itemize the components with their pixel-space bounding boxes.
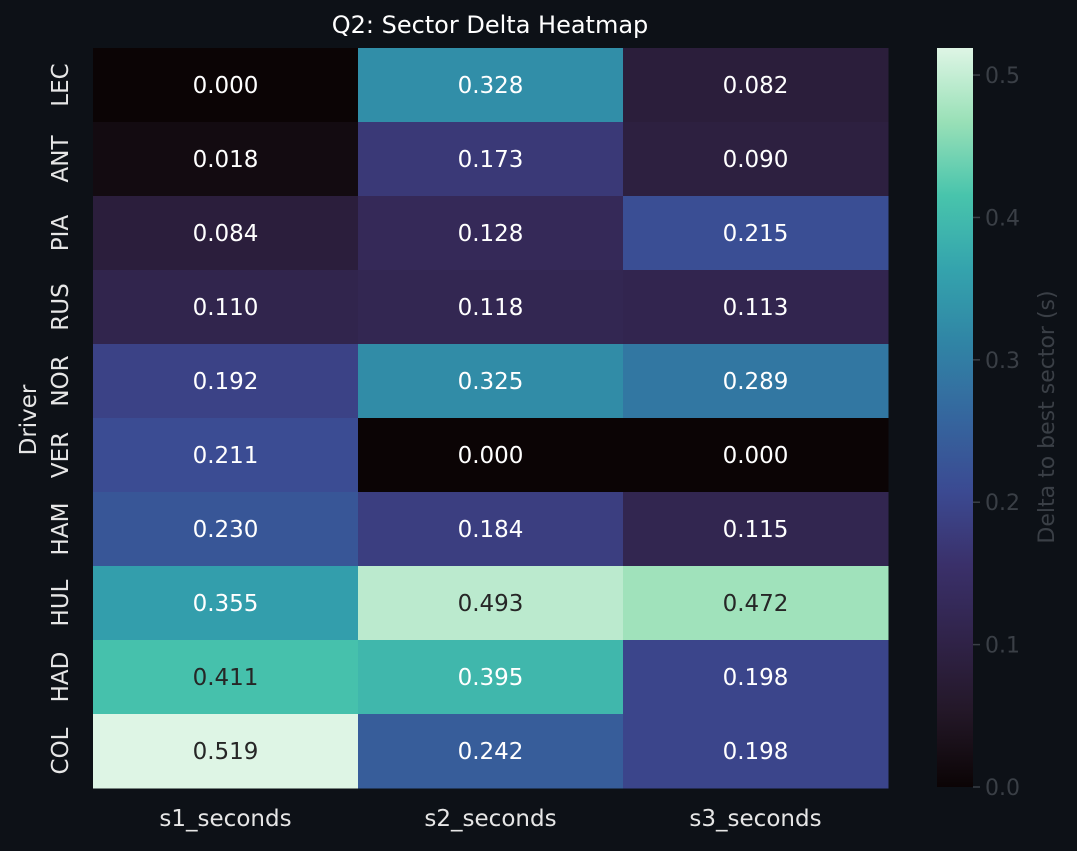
y-tick-label: PIA [48,215,74,252]
x-tick-label: s2_seconds [424,806,556,832]
heatmap-cell [623,566,889,641]
heatmap-cell [623,344,889,419]
heatmap-cell [93,714,359,789]
heatmap-cell [358,640,624,715]
heatmap-cell [623,418,889,493]
cell-value-label: 0.198 [723,739,789,765]
cell-value-label: 0.230 [193,517,259,543]
colorbar-gradient [937,48,973,787]
heatmap-cell [623,270,889,345]
cell-value-label: 0.192 [193,369,259,395]
x-tick-labels: s1_seconds s2_seconds s3_seconds [159,806,821,832]
heatmap-cell [623,196,889,271]
colorbar-ticks: 0.0 0.1 0.2 0.3 0.4 0.5 [973,64,1020,801]
cell-value-label: 0.082 [723,73,789,99]
cell-value-label: 0.472 [723,591,789,617]
cell-value-label: 0.184 [458,517,524,543]
colorbar-tick-label: 0.0 [985,776,1020,801]
colorbar-tick-label: 0.1 [985,634,1020,659]
heatmap-cell [358,196,624,271]
cell-value-label: 0.113 [723,295,789,321]
y-tick-label: COL [48,727,74,774]
colorbar-tick-label: 0.5 [985,64,1020,89]
heatmap-cell [93,492,359,567]
cell-value-label: 0.090 [723,147,789,173]
cell-value-label: 0.395 [458,665,524,691]
cell-value-label: 0.411 [193,665,259,691]
heatmap-cell [358,418,624,493]
heatmap-cell [93,196,359,271]
cell-value-label: 0.198 [723,665,789,691]
heatmap-cell [93,566,359,641]
cell-value-label: 0.000 [723,443,789,469]
heatmap-cell [358,492,624,567]
y-tick-labels: LEC ANT PIA RUS NOR VER HAM HUL HAD COL [48,63,74,774]
heatmap-cell [358,566,624,641]
cell-value-label: 0.128 [458,221,524,247]
cell-value-label: 0.211 [193,443,259,469]
cell-value-label: 0.325 [458,369,524,395]
x-tick-label: s1_seconds [159,806,291,832]
heatmap-cell [358,270,624,345]
heatmap-cell [93,270,359,345]
heatmap-cell [93,640,359,715]
y-tick-label: ANT [48,135,74,183]
colorbar-tick-label: 0.4 [985,206,1020,231]
cell-value-label: 0.519 [193,739,259,765]
cell-value-label: 0.018 [193,147,259,173]
heatmap-cell [623,492,889,567]
colorbar-tick-label: 0.2 [985,491,1020,516]
x-tick-label: s3_seconds [689,806,821,832]
heatmap-cell [358,48,624,123]
heatmap-cell [623,640,889,715]
cell-value-label: 0.115 [723,517,789,543]
cell-value-label: 0.493 [458,591,524,617]
y-tick-label: VER [48,432,74,478]
cell-value-label: 0.215 [723,221,789,247]
colorbar: 0.0 0.1 0.2 0.3 0.4 0.5 Delta to best sector … [937,48,1060,801]
cell-value-label: 0.118 [458,295,524,321]
y-axis-label: Driver [16,384,42,455]
heatmap-cell [623,48,889,123]
heatmap-cell-labels: 0.000 0.328 0.082 0.018 0.173 0.090 0.084 0.128… [193,73,789,765]
y-tick-label: HAM [48,503,74,556]
heatmap-cell [93,122,359,197]
chart-title: Q2: Sector Delta Heatmap [332,11,649,39]
heatmap-cell [358,714,624,789]
cell-value-label: 0.173 [458,147,524,173]
y-tick-label: HUL [48,579,74,626]
heatmap-cell [623,122,889,197]
heatmap-cell [358,122,624,197]
cell-value-label: 0.084 [193,221,259,247]
y-tick-label: RUS [48,283,74,330]
y-tick-label: HAD [48,652,74,703]
colorbar-label: Delta to best sector (s) [1035,290,1060,543]
heatmap-cell [93,344,359,419]
cell-value-label: 0.355 [193,591,259,617]
cell-value-label: 0.242 [458,739,524,765]
heatmap-cell [93,48,359,123]
y-tick-label: NOR [48,355,74,406]
cell-value-label: 0.328 [458,73,524,99]
heatmap-cells [93,48,889,789]
heatmap-cell [358,344,624,419]
colorbar-tick-label: 0.3 [985,349,1020,374]
heatmap-cell [93,418,359,493]
cell-value-label: 0.110 [193,295,259,321]
y-tick-label: LEC [48,63,74,106]
cell-value-label: 0.000 [458,443,524,469]
cell-value-label: 0.289 [723,369,789,395]
cell-value-label: 0.000 [193,73,259,99]
heatmap-cell [623,714,889,789]
